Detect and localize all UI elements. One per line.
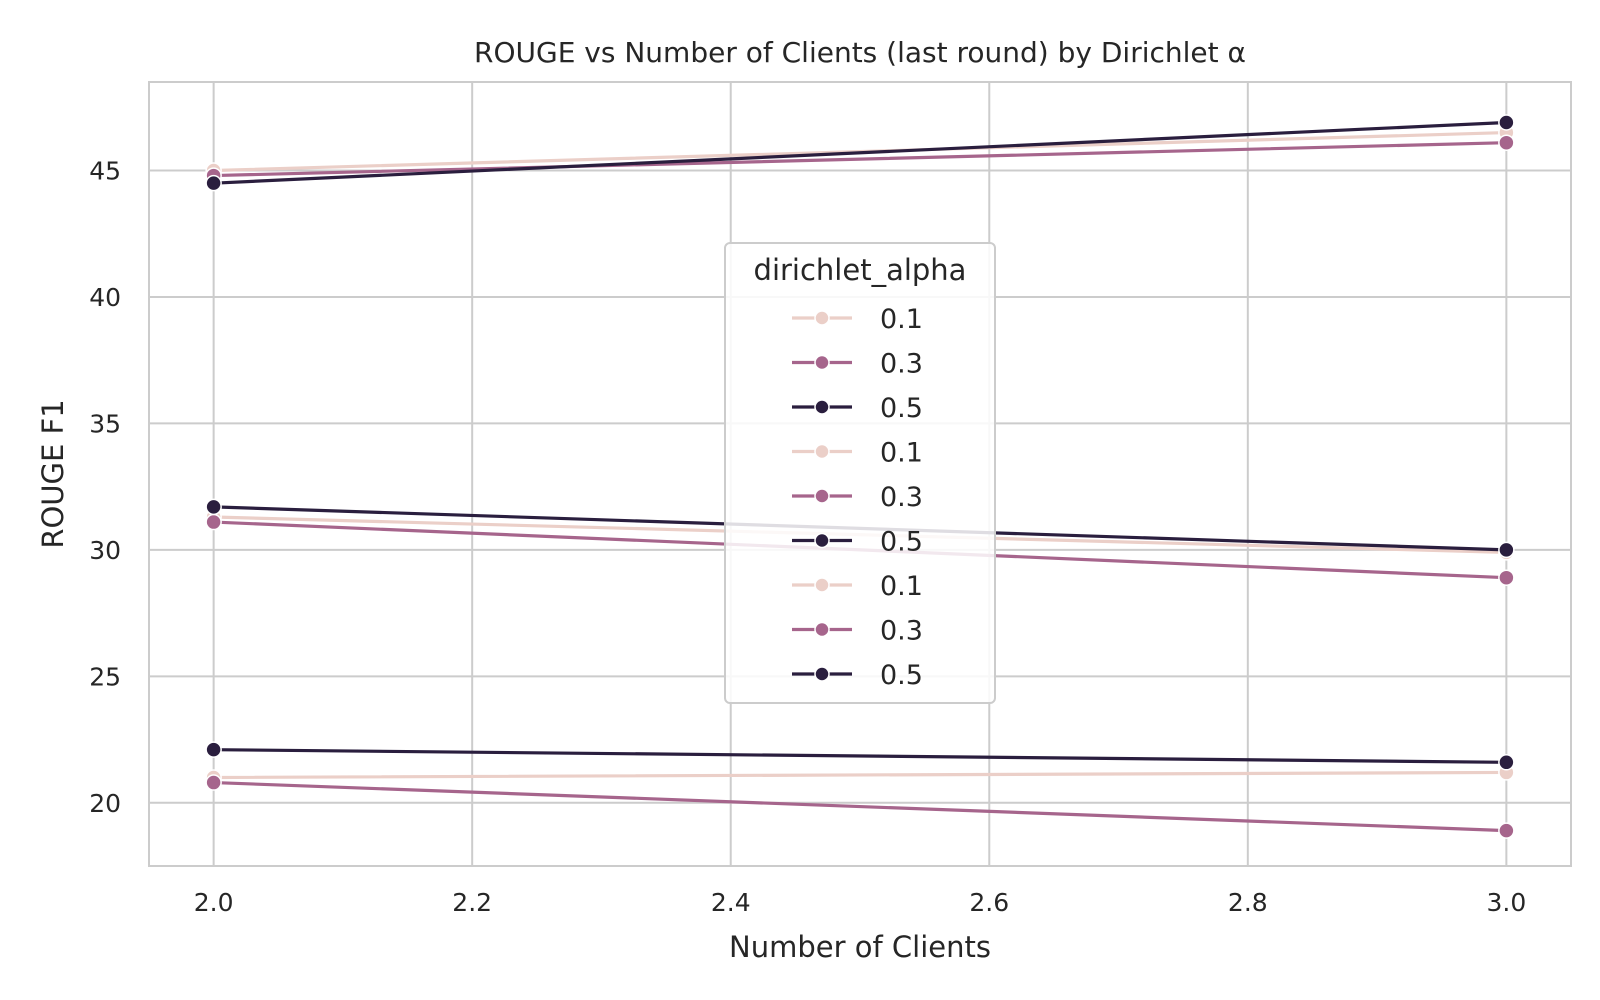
legend-marker: [814, 488, 830, 504]
legend-entry: 0.5: [792, 527, 923, 558]
legend-marker: [814, 577, 830, 593]
x-tick-label: 2.6: [969, 888, 1009, 917]
y-tick-label: 20: [89, 789, 121, 818]
x-tick-label: 2.2: [452, 888, 492, 917]
data-point: [1498, 569, 1515, 586]
data-point: [1498, 754, 1515, 771]
legend-entry: 0.3: [792, 482, 923, 513]
legend-entry: 0.1: [792, 438, 923, 469]
y-tick-label: 45: [89, 157, 121, 186]
x-tick-label: 2.8: [1228, 888, 1268, 917]
legend-marker: [814, 621, 830, 638]
data-point: [1498, 822, 1515, 839]
legend-entry: 0.5: [792, 393, 923, 424]
x-tick-label: 3.0: [1486, 888, 1526, 917]
legend-label: 0.3: [880, 482, 923, 513]
legend-marker: [814, 354, 830, 371]
series-line: [212, 141, 1508, 178]
legend-entry: 0.5: [792, 660, 923, 691]
legend-label: 0.5: [880, 527, 923, 558]
data-point: [205, 774, 222, 791]
legend-label: 0.5: [880, 393, 923, 424]
legend-marker: [814, 399, 830, 415]
legend-entry: 0.3: [792, 349, 923, 380]
series-alpha-0.5: [205, 741, 1515, 771]
data-point: [1498, 134, 1515, 151]
y-tick-label: 30: [89, 536, 121, 565]
y-tick-label: 25: [89, 662, 121, 691]
tick-labels: 2.0 2.2 2.4 2.6 2.8 3.0 20 25 30 35 40 45: [89, 157, 1526, 917]
series-line: [212, 120, 1508, 185]
data-point: [205, 174, 222, 192]
chart-title: ROUGE vs Number of Clients (last round) …: [474, 36, 1246, 69]
legend-entries: 0.1 0.3 0.5 0.1 0.3 0.5 0.1 0.3 0.5: [792, 304, 923, 691]
series-line: [212, 748, 1508, 764]
legend-marker: [814, 666, 830, 682]
legend-label: 0.1: [880, 571, 923, 602]
data-point: [1498, 114, 1515, 131]
legend-marker: [814, 532, 830, 549]
plot-frame: [148, 81, 1572, 867]
series-line: [212, 780, 1508, 833]
legend-label: 0.3: [880, 616, 923, 647]
legend-label: 0.5: [880, 660, 923, 691]
legend: dirichlet_alpha 0.1 0.3 0.5 0.1 0.3 0.5 0.1 0.3…: [724, 242, 996, 704]
x-axis-label: Number of Clients: [729, 930, 991, 964]
data-point: [205, 513, 222, 531]
legend-label: 0.1: [880, 438, 923, 469]
y-tick-label: 40: [89, 283, 121, 312]
y-axis-label: ROUGE F1: [36, 399, 70, 548]
x-tick-label: 2.0: [194, 888, 234, 917]
legend-label: 0.3: [880, 349, 923, 380]
x-tick-label: 2.4: [711, 888, 751, 917]
legend-title: dirichlet_alpha: [754, 253, 967, 287]
data-point: [1498, 541, 1515, 559]
series-alpha-0.5: [205, 114, 1515, 192]
legend-entry: 0.1: [792, 304, 923, 335]
series-line: [212, 770, 1508, 780]
legend-entry: 0.1: [792, 571, 923, 602]
y-tick-label: 35: [89, 409, 121, 438]
legend-label: 0.1: [880, 304, 923, 335]
data-point: [205, 741, 222, 758]
legend-marker: [814, 443, 830, 460]
legend-entry: 0.3: [792, 616, 923, 647]
data-point: [205, 498, 222, 516]
legend-marker: [814, 310, 830, 326]
series-alpha-0.3: [205, 774, 1515, 839]
legend-frame: [724, 242, 996, 704]
